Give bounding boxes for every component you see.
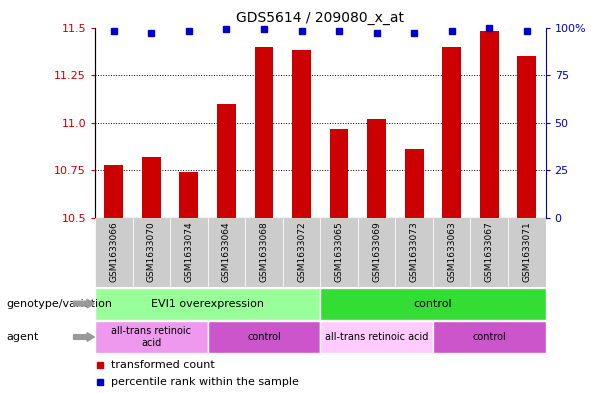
Text: GSM1633065: GSM1633065 [335,222,343,282]
Text: control: control [247,332,281,342]
Text: GSM1633063: GSM1633063 [447,222,456,282]
Bar [217,104,236,218]
Text: GSM1633072: GSM1633072 [297,222,306,282]
Bar [132,218,170,287]
Bar [104,165,123,218]
Text: control: control [473,332,506,342]
Bar [321,321,433,353]
Bar [95,288,321,320]
Text: percentile rank within the sample: percentile rank within the sample [111,377,299,387]
Bar [95,321,208,353]
Bar [321,218,358,287]
Bar [330,129,348,218]
Bar [180,173,198,218]
Text: EVI1 overexpression: EVI1 overexpression [151,299,264,309]
Text: transformed count: transformed count [111,360,215,370]
Text: GSM1633068: GSM1633068 [259,222,268,282]
Bar [395,218,433,287]
Bar [405,149,424,218]
Bar [283,218,321,287]
Text: GSM1633070: GSM1633070 [147,222,156,282]
Bar [208,218,245,287]
Text: GSM1633069: GSM1633069 [372,222,381,282]
Text: GSM1633074: GSM1633074 [185,222,193,282]
Bar [254,46,273,218]
Bar [517,56,536,218]
Text: GSM1633073: GSM1633073 [409,222,419,282]
Bar [443,46,461,218]
Bar [292,50,311,218]
Bar [321,288,546,320]
Text: genotype/variation: genotype/variation [6,299,112,309]
Text: all-trans retinoic
acid: all-trans retinoic acid [112,326,191,348]
Text: GSM1633071: GSM1633071 [522,222,531,282]
Bar [245,218,283,287]
Bar [367,119,386,218]
Bar [95,218,132,287]
Bar [142,157,161,218]
Title: GDS5614 / 209080_x_at: GDS5614 / 209080_x_at [236,11,405,25]
Text: GSM1633067: GSM1633067 [485,222,493,282]
Bar [508,218,546,287]
Text: control: control [414,299,452,309]
Bar [480,31,498,218]
Text: GSM1633066: GSM1633066 [109,222,118,282]
Bar [208,321,321,353]
Text: GSM1633064: GSM1633064 [222,222,231,282]
Bar [433,218,471,287]
Bar [433,321,546,353]
Bar [471,218,508,287]
Text: all-trans retinoic acid: all-trans retinoic acid [325,332,428,342]
Text: agent: agent [6,332,39,342]
Bar [170,218,208,287]
Bar [358,218,395,287]
